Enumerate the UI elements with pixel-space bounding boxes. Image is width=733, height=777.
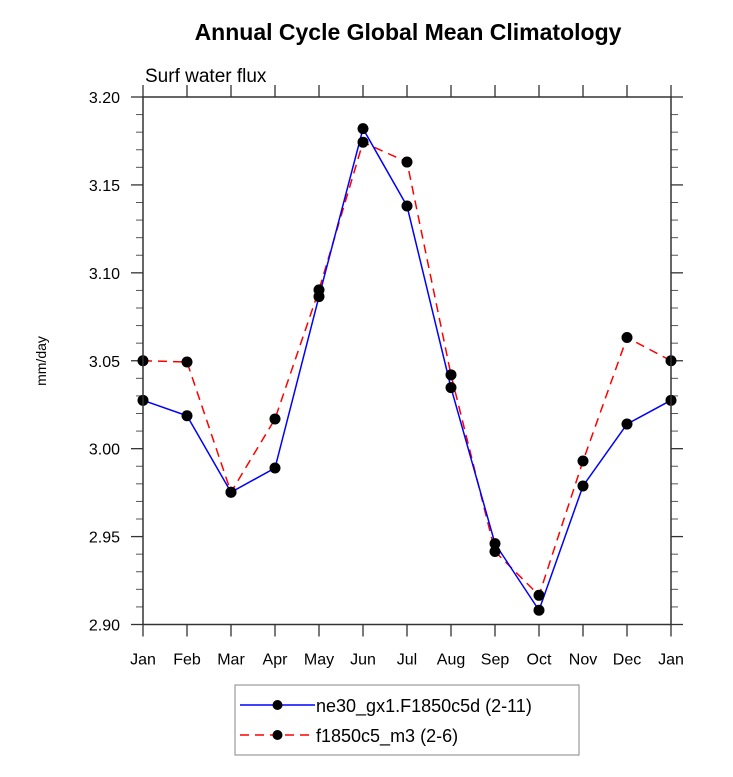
- series-0-point: [489, 538, 501, 550]
- series-1-point: [445, 369, 457, 381]
- x-tick-label: Oct: [527, 652, 552, 669]
- series-0-point: [357, 123, 369, 135]
- y-tick-label: 3.05: [89, 354, 120, 371]
- x-tick-label: Jan: [130, 652, 156, 669]
- x-tick-label: Jul: [397, 652, 417, 669]
- series-1-point: [269, 413, 281, 425]
- x-tick-label: Feb: [173, 652, 201, 669]
- series-0-point: [269, 462, 281, 474]
- series-1-point: [533, 589, 545, 601]
- chart-subtitle: Surf water flux: [145, 66, 267, 87]
- x-tick-label: Sep: [481, 652, 510, 669]
- x-tick-label: Jan: [658, 652, 684, 669]
- series-1-point: [357, 136, 369, 148]
- series-0-point: [181, 410, 193, 422]
- x-tick-label: Aug: [437, 652, 465, 669]
- y-tick-label: 3.15: [89, 178, 120, 195]
- legend-label-1: f1850c5_m3 (2-6): [316, 726, 458, 747]
- chart-title: Annual Cycle Global Mean Climatology: [195, 19, 622, 45]
- y-tick-label: 3.20: [89, 90, 120, 107]
- plot-frame: [142, 96, 672, 626]
- series-1-point: [401, 156, 413, 168]
- axis-ticks: Jan Feb Mar Apr May Jun Jul Aug Sep Oct Nov Dec Jan 2…: [89, 85, 684, 669]
- series-group: [137, 123, 677, 616]
- x-tick-label: Apr: [263, 652, 289, 669]
- x-tick-label: Jun: [350, 652, 376, 669]
- legend: ne30_gx1.F1850c5d (2-11) f1850c5_m3 (2-6): [234, 684, 580, 756]
- x-tick-label: Mar: [217, 652, 245, 669]
- legend-box: [234, 684, 580, 756]
- series-0-point: [313, 291, 325, 303]
- y-tick-label: 3.00: [89, 442, 120, 459]
- series-1-point: [181, 356, 193, 368]
- legend-label-0: ne30_gx1.F1850c5d (2-11): [316, 696, 532, 717]
- series-0-point: [401, 200, 413, 212]
- y-axis-label: mm/day: [33, 336, 49, 386]
- y-tick-label: 2.90: [89, 618, 120, 635]
- series-0-point: [621, 418, 633, 430]
- x-tick-label: Dec: [613, 652, 641, 669]
- y-tick-label: 3.10: [89, 266, 120, 283]
- series-0-point: [225, 486, 237, 498]
- series-1-point: [621, 332, 633, 344]
- series-0-point: [577, 480, 589, 492]
- series-0-point: [445, 382, 457, 394]
- x-tick-label: Nov: [569, 652, 597, 669]
- series-1-point: [489, 546, 501, 558]
- legend-marker-0: [272, 700, 283, 710]
- series-1-point: [577, 455, 589, 467]
- legend-marker-1: [272, 730, 283, 740]
- series-0-point: [533, 604, 545, 616]
- y-tick-label: 2.95: [89, 530, 120, 547]
- x-tick-label: May: [304, 652, 334, 669]
